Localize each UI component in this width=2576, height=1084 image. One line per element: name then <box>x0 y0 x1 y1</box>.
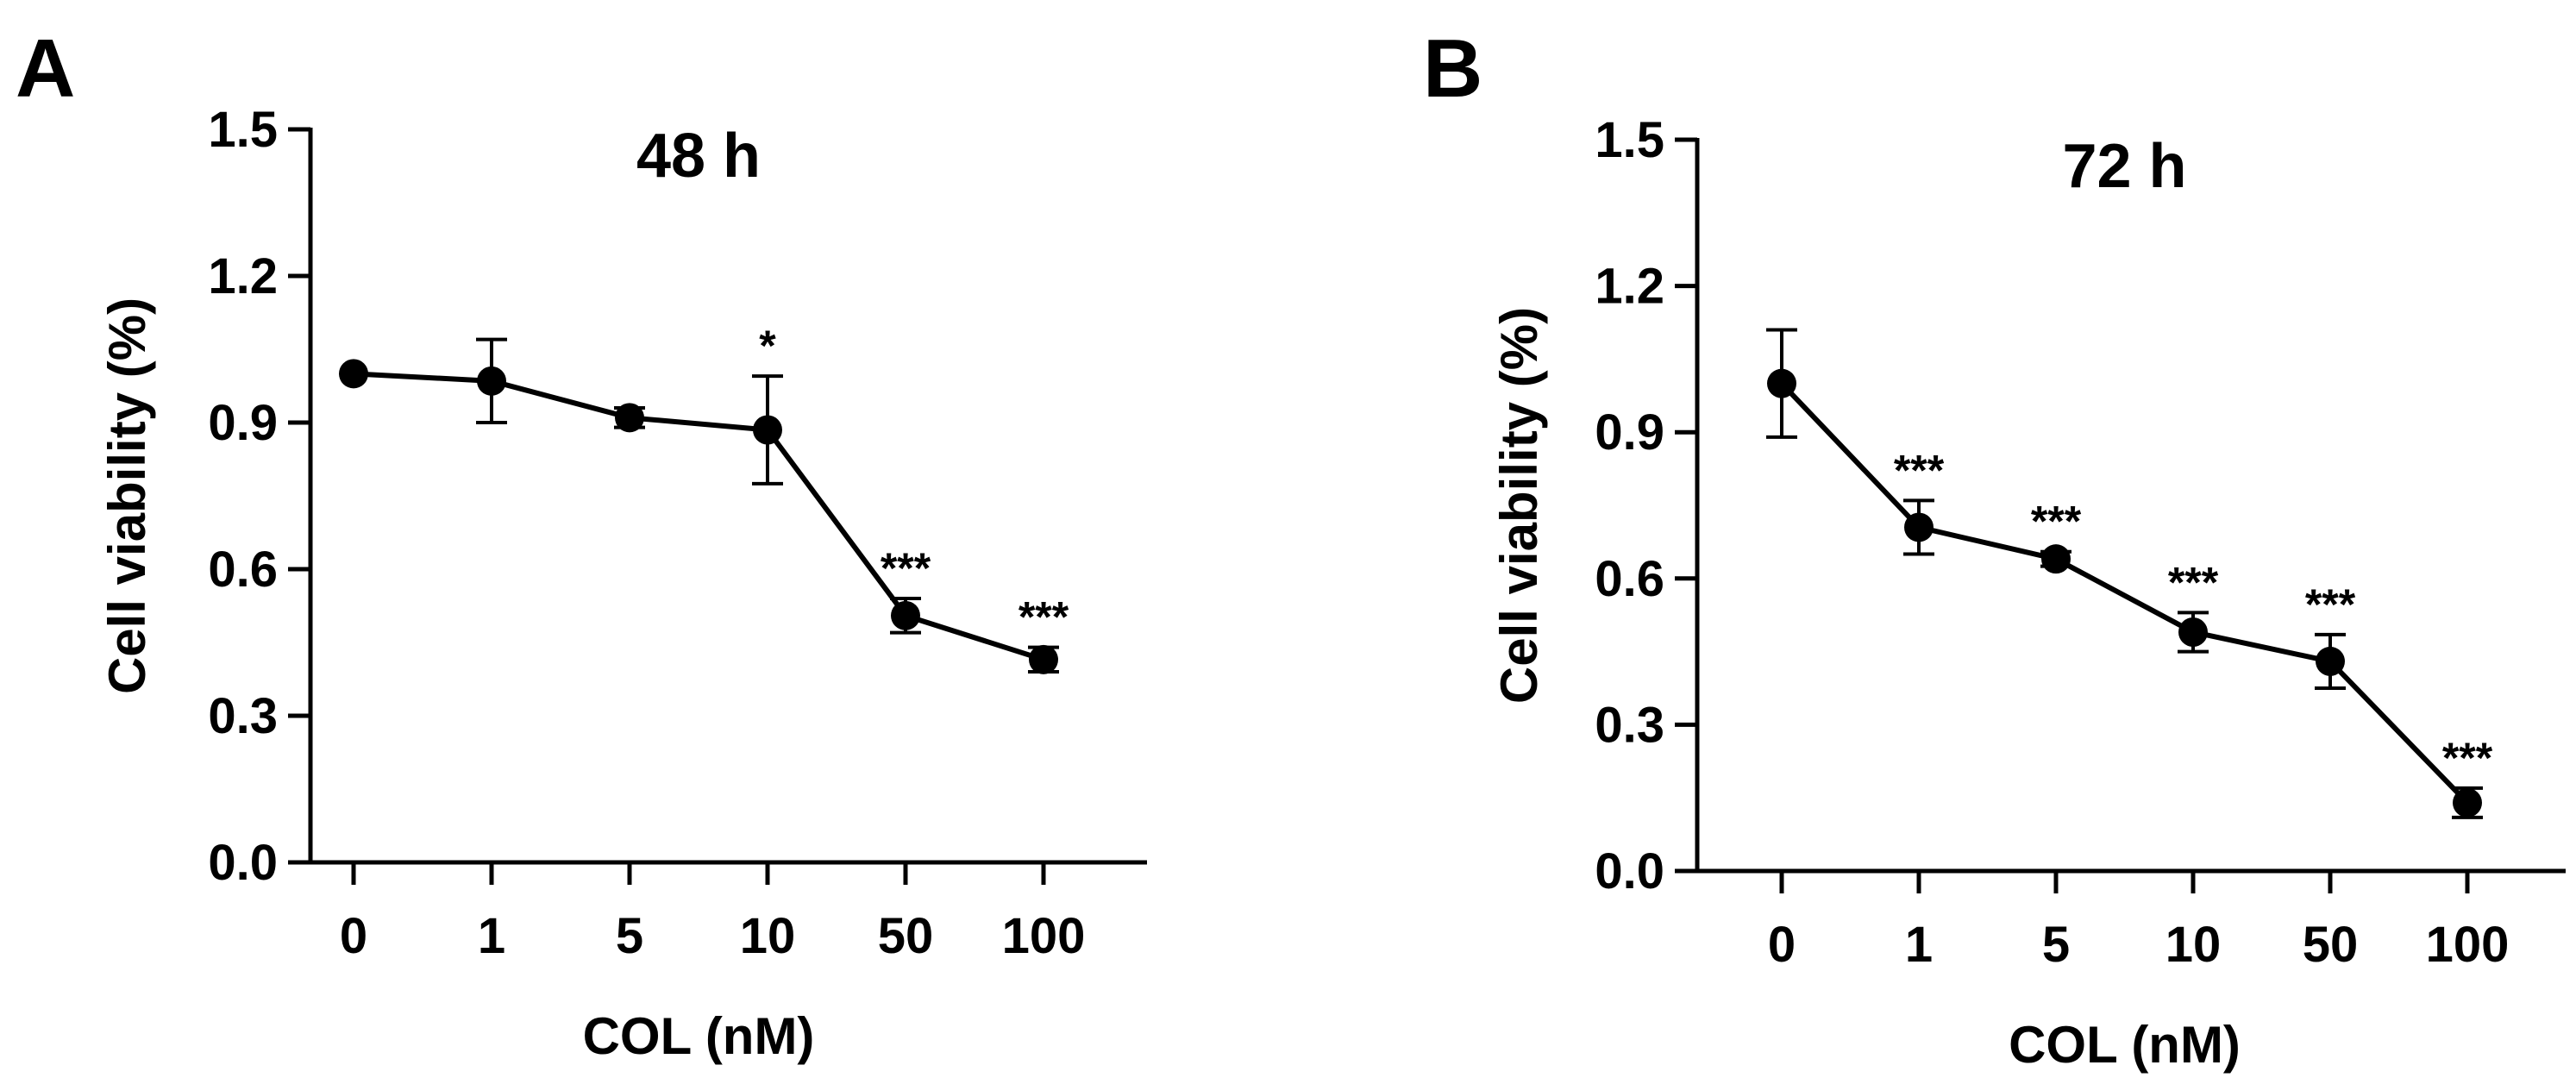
x-tick-label: 0 <box>340 908 367 964</box>
chart-title: 48 h <box>636 122 761 191</box>
y-tick-label: 0.9 <box>208 395 278 451</box>
x-tick-label: 50 <box>878 908 934 964</box>
data-point <box>1904 512 1934 542</box>
significance-label: * <box>759 322 776 370</box>
panel-letter: B <box>1423 22 1482 115</box>
y-tick-label: 0.3 <box>1595 697 1664 753</box>
significance-label: *** <box>881 544 931 592</box>
significance-label: *** <box>1018 593 1069 642</box>
chart-title: 72 h <box>2062 132 2186 201</box>
x-tick-label: 10 <box>740 908 796 964</box>
y-tick-label: 0.0 <box>1595 843 1664 899</box>
significance-label: *** <box>2442 734 2493 782</box>
y-axis-title: Cell viability (%) <box>98 298 156 694</box>
series-line <box>1779 381 2470 805</box>
y-tick-label: 0.0 <box>208 835 278 891</box>
significance-label: *** <box>2168 558 2219 606</box>
y-tick-label: 0.3 <box>208 688 278 744</box>
series-line <box>353 371 1044 662</box>
data-point <box>2041 544 2071 574</box>
x-tick-label: 10 <box>2165 917 2222 973</box>
significance-label: *** <box>1894 446 1945 494</box>
data-point <box>615 403 644 433</box>
panel-b-chart: B 72 h 0.0 0.3 0.6 0.9 1.2 1.5 0 1 5 10 50 100 COL (nM… <box>1423 22 2566 1074</box>
significance-label: *** <box>2305 580 2356 629</box>
y-tick-label: 1.5 <box>208 102 278 158</box>
y-tick-label: 0.6 <box>208 542 278 598</box>
panel-letter: A <box>16 22 75 115</box>
y-tick-label: 1.2 <box>1595 259 1664 315</box>
data-point <box>1767 368 1796 398</box>
x-axis-title: COL (nM) <box>2009 1016 2241 1074</box>
data-point <box>339 359 368 389</box>
data-point <box>2178 617 2208 647</box>
significance-label: *** <box>2031 498 2082 546</box>
y-axis-title: Cell viability (%) <box>1490 307 1548 704</box>
y-tick-label: 0.9 <box>1595 404 1664 461</box>
y-tick-label: 1.2 <box>208 248 278 304</box>
x-tick-label: 1 <box>1905 917 1933 973</box>
y-tick-label: 1.5 <box>1595 112 1664 168</box>
data-point <box>891 600 920 630</box>
panel-a-chart: A 48 h 0.0 0.3 0.6 0.9 1.2 1.5 0 1 5 10 50 100 COL (nM… <box>16 22 1147 1065</box>
data-point <box>2316 646 2345 676</box>
x-tick-label: 5 <box>2042 917 2070 973</box>
x-axis-title: COL (nM) <box>583 1007 815 1065</box>
data-point <box>2453 787 2482 818</box>
x-tick-label: 100 <box>2426 917 2510 973</box>
x-tick-label: 100 <box>1002 908 1086 964</box>
data-point <box>1029 644 1058 674</box>
x-tick-label: 5 <box>616 908 643 964</box>
x-tick-label: 1 <box>478 908 505 964</box>
x-tick-label: 0 <box>1768 917 1796 973</box>
data-point <box>753 415 782 445</box>
data-point <box>477 366 506 396</box>
x-tick-label: 50 <box>2303 917 2359 973</box>
y-tick-label: 0.6 <box>1595 551 1664 607</box>
